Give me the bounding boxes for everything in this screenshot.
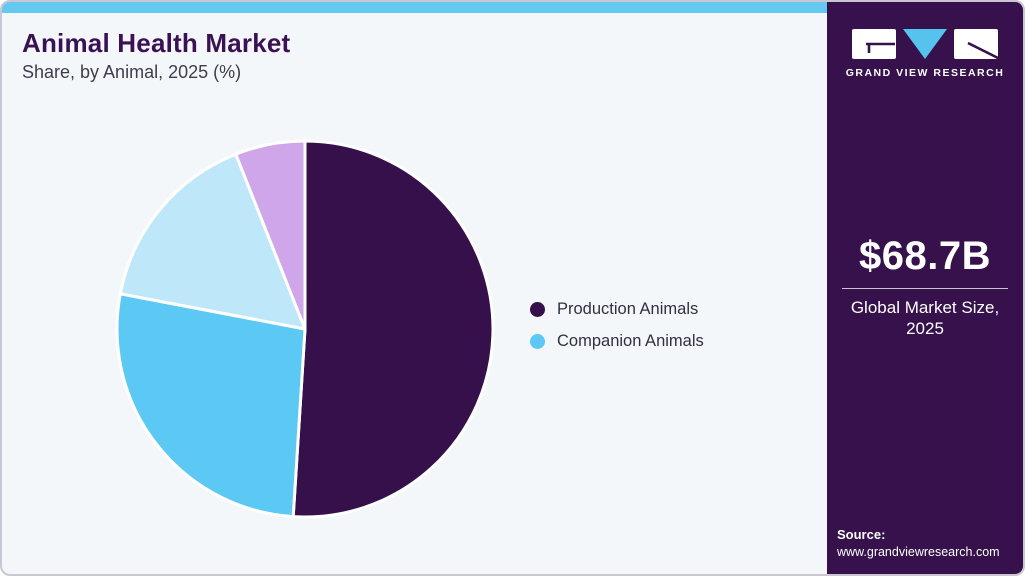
legend-label: Production Animals — [557, 300, 699, 318]
legend-swatch-icon — [530, 334, 545, 349]
market-size-label-line1: Global Market Size, — [850, 298, 1000, 317]
pie-slice — [234, 139, 307, 331]
market-size-block: $68.7B Global Market Size, 2025 — [827, 234, 1023, 340]
chart-panel: Animal Health Market Share, by Animal, 2… — [2, 2, 827, 574]
logo-v-triangle-icon — [903, 29, 947, 59]
market-size-label: Global Market Size, 2025 — [827, 297, 1023, 340]
source-url: www.grandviewresearch.com — [837, 545, 1000, 559]
source-label: Source: — [837, 527, 886, 542]
pie-slice — [118, 152, 307, 331]
legend-label: Companion Animals — [557, 332, 704, 350]
market-size-divider — [842, 288, 1008, 289]
sidebar: GRAND VIEW RESEARCH $68.7B Global Market… — [827, 2, 1023, 574]
market-size-label-line2: 2025 — [906, 319, 944, 339]
logo-wordmark: GRAND VIEW RESEARCH — [845, 67, 1005, 79]
pie-chart-container — [110, 134, 500, 524]
page-subtitle: Share, by Animal, 2025 (%) — [22, 62, 242, 82]
pie-slice — [115, 292, 307, 519]
gvr-logo: GRAND VIEW RESEARCH — [827, 28, 1023, 79]
legend-item: Companion Animals — [530, 332, 704, 351]
source-block: Source: www.grandviewresearch.com — [837, 527, 1000, 559]
pie-chart — [115, 139, 495, 519]
gvr-logo-mark — [852, 29, 999, 60]
legend-item: Production Animals — [530, 300, 704, 319]
logo-g-glyph — [866, 42, 895, 53]
logo-r-glyph — [967, 41, 999, 60]
legend-swatch-icon — [530, 302, 545, 317]
page-title: Animal Health Market — [22, 28, 291, 58]
top-accent-bar — [2, 2, 827, 13]
legend: Production Animals Companion Animals — [530, 300, 704, 351]
market-size-value: $68.7B — [859, 234, 991, 278]
pie-slice — [291, 139, 495, 519]
